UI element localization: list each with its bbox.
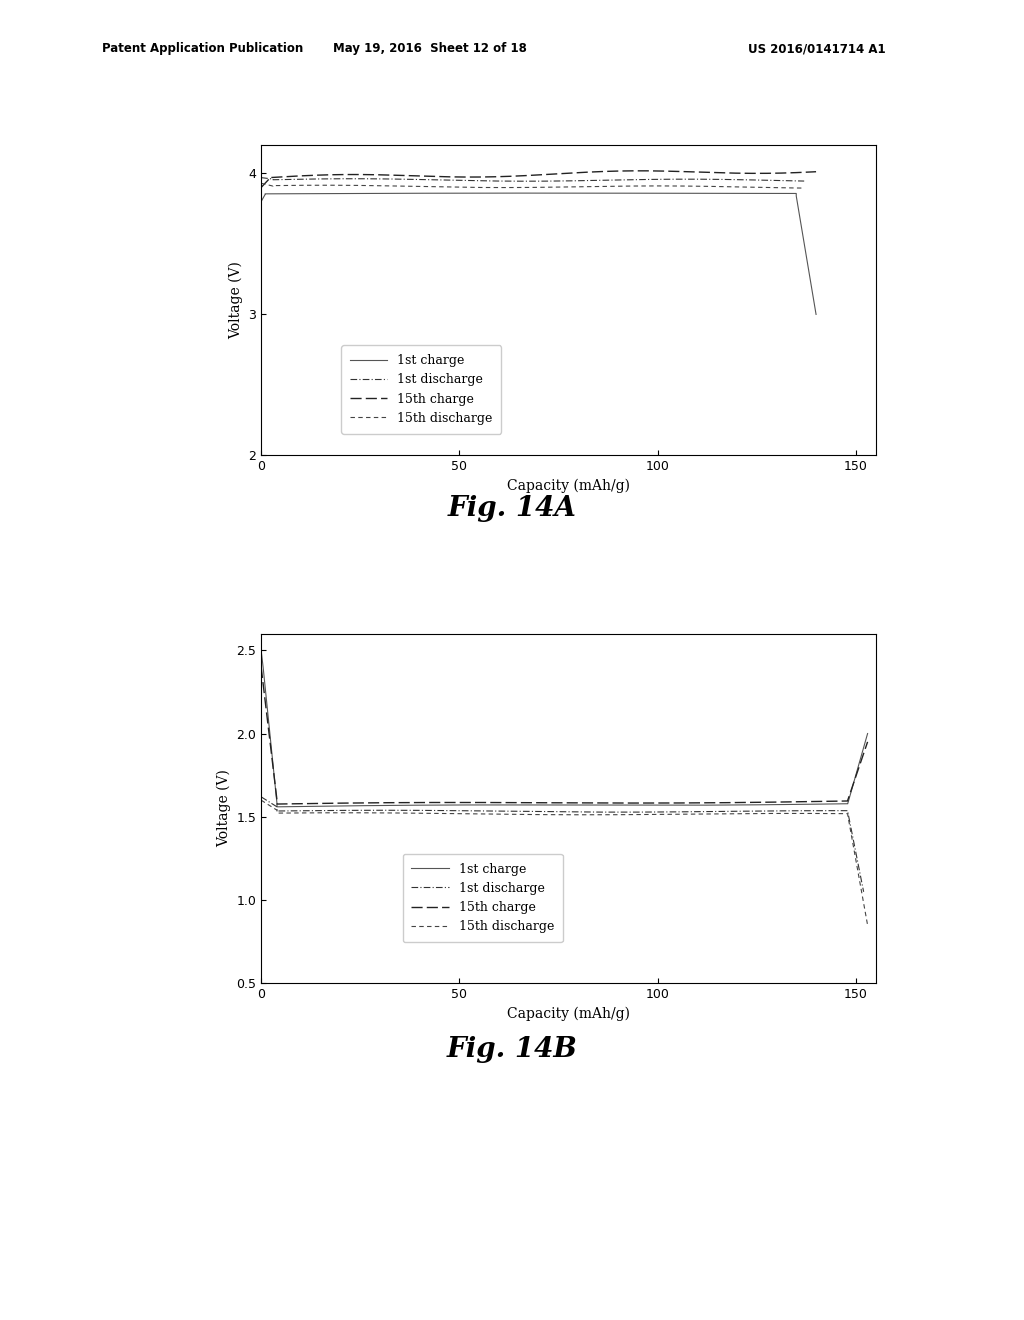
Y-axis label: Voltage (V): Voltage (V) [228, 261, 243, 339]
Text: May 19, 2016  Sheet 12 of 18: May 19, 2016 Sheet 12 of 18 [333, 42, 527, 55]
Legend: 1st charge, 1st discharge, 15th charge, 15th discharge: 1st charge, 1st discharge, 15th charge, … [341, 346, 502, 434]
Text: Patent Application Publication: Patent Application Publication [102, 42, 304, 55]
X-axis label: Capacity (mAh/g): Capacity (mAh/g) [507, 479, 630, 494]
X-axis label: Capacity (mAh/g): Capacity (mAh/g) [507, 1007, 630, 1022]
Text: Fig. 14A: Fig. 14A [447, 495, 577, 521]
Legend: 1st charge, 1st discharge, 15th charge, 15th discharge: 1st charge, 1st discharge, 15th charge, … [402, 854, 563, 942]
Y-axis label: Voltage (V): Voltage (V) [216, 770, 230, 847]
Text: US 2016/0141714 A1: US 2016/0141714 A1 [748, 42, 885, 55]
Text: Fig. 14B: Fig. 14B [446, 1036, 578, 1063]
